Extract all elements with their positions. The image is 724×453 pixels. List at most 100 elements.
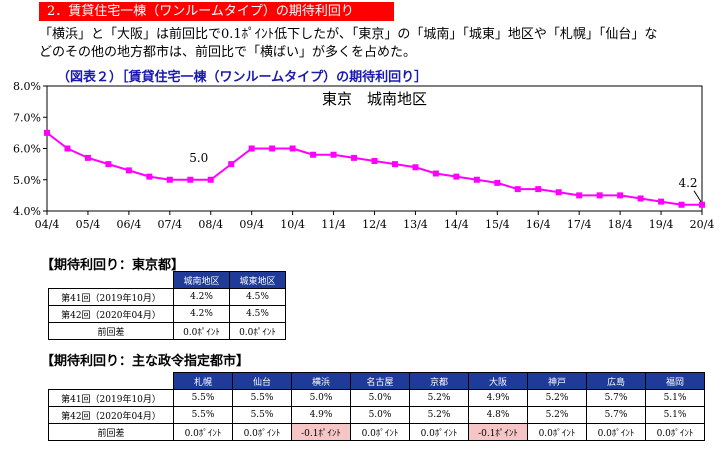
x-tick-label: 05/4 [76,218,101,231]
data-point [699,201,705,208]
row-label: 第42回（2020年04月） [48,305,174,323]
column-header: 京都 [409,372,469,390]
data-point [678,201,685,208]
data-point [207,176,214,183]
yield-line-chart: 4.0% 5.0% 6.0% 7.0% 8.0% 04/4 05/4 06/4 07/4 08/4… [13,80,714,231]
column-header: 横浜 [291,372,351,390]
table-cell: 4.5% [229,288,286,306]
data-point [269,145,276,152]
table-cell: 0.0ﾎﾟｲﾝﾄ [527,423,587,441]
row-label: 前回差 [48,423,174,441]
data-point [576,192,583,199]
y-tick-label: 4.0% [13,205,41,218]
data-point [64,145,71,152]
x-tick-label: 12/4 [362,218,387,231]
x-tick-label: 13/4 [403,218,428,231]
table-cell: 5.0% [350,389,410,407]
data-point [473,176,480,183]
y-tick-label: 5.0% [13,174,41,187]
table-row: 前回差 0.0ﾎﾟｲﾝﾄ 0.0ﾎﾟｲﾝﾄ [48,322,286,340]
data-point [371,158,378,164]
table-cell: 5.0% [350,406,410,424]
row-label: 第42回（2020年04月） [48,406,174,424]
table-cell: 5.5% [173,406,233,424]
column-header: 神戸 [527,372,587,390]
x-tick-label: 17/4 [567,218,592,231]
table-cell: 5.2% [409,389,469,407]
data-label: 4.2 [678,176,697,190]
data-point [596,192,603,199]
data-point [125,167,132,174]
annotation-leader [693,190,702,203]
data-point [555,189,562,196]
data-point [494,179,501,186]
table-row: 前回差 0.0ﾎﾟｲﾝﾄ 0.0ﾎﾟｲﾝﾄ -0.1ﾎﾟｲﾝﾄ 0.0ﾎﾟｲﾝﾄ 0.0ﾎ… [48,423,705,441]
table-cell: 5.5% [173,389,233,407]
y-tick-label: 8.0% [13,80,41,93]
x-tick-label: 15/4 [485,218,510,231]
table-cell: 0.0ﾎﾟｲﾝﾄ [645,423,705,441]
data-point [514,186,521,193]
data-point [105,161,112,168]
table-cell: 4.9% [468,389,528,407]
data-point [391,161,398,168]
intro-paragraph: 「横浜」と「大阪」は前回比で0.1ﾎﾟｲﾝﾄ低下したが、「東京」の「城南」「城東… [39,26,719,62]
x-tick-label: 18/4 [608,218,633,231]
data-point [248,145,255,152]
table-cell: 0.0ﾎﾟｲﾝﾄ [409,423,469,441]
column-header: 城南地区 [173,271,230,289]
cities-table-caption: 【期待利回り：主な政令指定都市】 [41,354,250,369]
data-point [310,151,317,158]
table-header-row: 札幌 仙台 横浜 名古屋 京都 大阪 神戸 広島 福岡 [49,372,705,390]
x-tick-label: 06/4 [117,218,142,231]
x-tick-label: 10/4 [280,218,305,231]
x-tick-label: 07/4 [157,218,182,231]
data-point [412,164,419,171]
x-tick-label: 08/4 [198,218,223,231]
table-header-row: 城南地区 城東地区 [49,271,286,289]
row-label: 第41回（2019年10月） [48,389,174,407]
data-point [432,170,439,177]
table-cell: 0.0ﾎﾟｲﾝﾄ [350,423,410,441]
table-cell: 4.8% [468,406,528,424]
tokyo-yield-table: 城南地区 城東地区 第41回（2019年10月） 4.2% 4.5% 第42回（… [48,271,286,340]
table-cell: 5.2% [409,406,469,424]
series-line [46,132,702,206]
column-header: 仙台 [232,372,292,390]
table-row: 第41回（2019年10月） 4.2% 4.5% [48,288,286,306]
column-header: 名古屋 [350,372,410,390]
header-corner [49,373,174,390]
data-point [617,192,624,199]
table-cell: 0.0ﾎﾟｲﾝﾄ [586,423,646,441]
table-cell: 4.9% [291,406,351,424]
section-title: 2．賃貸住宅一棟（ワンルームタイプ）の期待利回り [39,2,394,21]
y-tick-label: 7.0% [13,111,41,124]
column-header: 城東地区 [229,271,286,289]
data-label: 5.0 [189,151,208,165]
table-cell: 4.2% [173,305,230,323]
data-point [44,129,50,136]
table-cell: 0.0ﾎﾟｲﾝﾄ [232,423,292,441]
table-cell: 4.2% [173,288,230,306]
data-point [146,173,153,180]
figure-caption: （図表２）［賃貸住宅一棟（ワンルームタイプ）の期待利回り］ [57,70,428,85]
table-cell: 5.2% [527,389,587,407]
x-tick-label: 04/4 [35,218,60,231]
column-header: 札幌 [173,372,233,390]
data-point [84,154,91,161]
table-cell: 0.0ﾎﾟｲﾝﾄ [229,322,286,340]
data-point [658,198,665,205]
table-cell: 5.0% [291,389,351,407]
header-corner [49,272,174,289]
table-cell: 5.2% [527,406,587,424]
data-point [453,173,460,180]
intro-line: どのその他の地方都市は、前回比で「横ばい」が多くを占めた。 [39,45,417,60]
x-tick-label: 16/4 [526,218,551,231]
column-header: 大阪 [468,372,528,390]
data-point [535,186,542,193]
table-cell: 4.5% [229,305,286,323]
table-cell: 5.5% [232,389,292,407]
table-cell: 5.7% [586,389,646,407]
x-tick-label: 09/4 [239,218,264,231]
intro-line: 「横浜」と「大阪」は前回比で0.1ﾎﾟｲﾝﾄ低下したが、「東京」の「城南」「城東… [39,27,658,42]
